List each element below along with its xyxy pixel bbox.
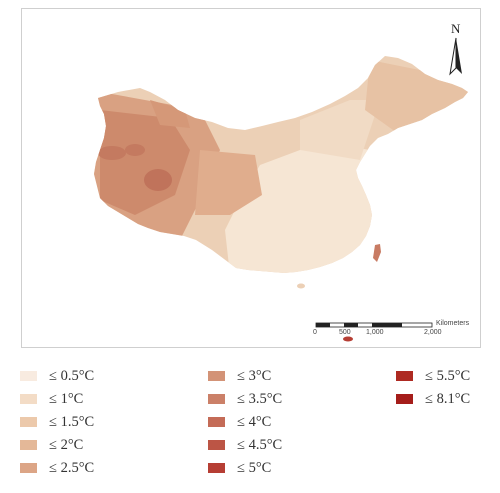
legend-label: ≤ 2.5°C — [49, 459, 95, 476]
legend-swatch — [208, 371, 225, 381]
legend-item: ≤ 1°C — [20, 391, 83, 407]
legend-label: ≤ 3°C — [237, 367, 272, 384]
legend-swatch — [208, 394, 225, 404]
taiwan-island — [373, 244, 381, 262]
legend-swatch — [208, 440, 225, 450]
legend-swatch — [396, 394, 413, 404]
legend-swatch — [20, 394, 37, 404]
legend-label: ≤ 4.5°C — [237, 436, 283, 453]
legend-item: ≤ 4.5°C — [208, 437, 282, 453]
north-arrow-icon — [449, 37, 462, 76]
legend-label: ≤ 5.5°C — [425, 367, 471, 384]
south-china-sea-islands — [343, 336, 353, 342]
legend-item: ≤ 0.5°C — [20, 368, 94, 384]
legend-item: ≤ 4°C — [208, 414, 271, 430]
temperature-legend: ≤ 0.5°C ≤ 1°C ≤ 1.5°C ≤ 2°C ≤ 2.5°C ≤ 3°C ≤ 3.… — [0, 360, 500, 490]
legend-label: ≤ 1.5°C — [49, 413, 95, 430]
legend-swatch — [20, 417, 37, 427]
legend-item: ≤ 8.1°C — [396, 391, 470, 407]
legend-label: ≤ 1°C — [49, 390, 84, 407]
legend-label: ≤ 5°C — [237, 459, 272, 476]
legend-item: ≤ 5.5°C — [396, 368, 470, 384]
legend-label: ≤ 8.1°C — [425, 390, 471, 407]
legend-item: ≤ 1.5°C — [20, 414, 94, 430]
map-fill — [94, 56, 468, 273]
legend-item: ≤ 3°C — [208, 368, 271, 384]
legend-item: ≤ 5°C — [208, 460, 271, 476]
legend-swatch — [208, 417, 225, 427]
legend-swatch — [396, 371, 413, 381]
scale-unit-label: Kilometers — [436, 320, 470, 327]
legend-swatch — [208, 463, 225, 473]
temperature-map — [94, 37, 468, 342]
legend-item: ≤ 2.5°C — [20, 460, 94, 476]
legend-swatch — [20, 371, 37, 381]
legend-label: ≤ 2°C — [49, 436, 84, 453]
scale-tick-1000: 1,000 — [366, 329, 384, 336]
scale-tick-2000: 2,000 — [424, 329, 442, 336]
legend-item: ≤ 3.5°C — [208, 391, 282, 407]
scale-tick-500: 500 — [339, 329, 351, 336]
scale-bar — [315, 322, 433, 328]
scale-tick-0: 0 — [313, 329, 317, 336]
legend-label: ≤ 3.5°C — [237, 390, 283, 407]
legend-swatch — [20, 463, 37, 473]
legend-label: ≤ 0.5°C — [49, 367, 95, 384]
north-label: N — [451, 21, 461, 36]
legend-swatch — [20, 440, 37, 450]
legend-label: ≤ 4°C — [237, 413, 272, 430]
hainan-island — [297, 283, 305, 289]
legend-item: ≤ 2°C — [20, 437, 83, 453]
